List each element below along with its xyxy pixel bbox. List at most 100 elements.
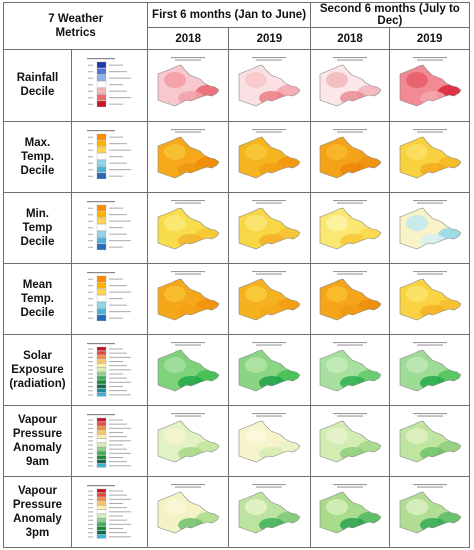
map-region-shade (326, 143, 349, 160)
map-caption-line (333, 483, 368, 486)
map-caption-line (337, 344, 364, 346)
metrics-header-label: 7 Weather Metrics (48, 13, 104, 40)
legend-text-line (108, 461, 127, 463)
legend-tick-line (87, 91, 93, 93)
legend-swatch (96, 517, 106, 522)
legend-tick-line (87, 532, 93, 534)
map-region-shade (259, 304, 286, 319)
map-region-shade (164, 72, 187, 89)
legend-text-line (108, 431, 123, 433)
legend-text-line (108, 381, 131, 383)
year-header: 2019 (228, 27, 311, 51)
map-cell (147, 120, 230, 193)
map-region-shade (178, 91, 205, 106)
map-caption-line (252, 341, 287, 343)
legend-tick-line (87, 503, 93, 505)
metric-label: Rainfall Decile (3, 49, 72, 122)
metric-row: Min. Temp Decile (3, 191, 470, 264)
legend-text-line (108, 465, 131, 467)
legend-swatch (96, 88, 106, 95)
legend-swatch (96, 501, 106, 506)
legend-tick-line (87, 207, 93, 209)
map-region-shade (259, 517, 286, 532)
map-caption-line (171, 199, 206, 201)
legend-swatch (96, 308, 106, 315)
legend-text-line (108, 377, 127, 379)
year-header: 2019 (389, 27, 470, 51)
legend-caption-line (86, 413, 115, 416)
map-outline (157, 65, 220, 107)
legend-tick-line (87, 97, 93, 99)
map-caption-line (171, 128, 206, 130)
legend-swatch-panel (86, 58, 131, 108)
map-caption-line (256, 344, 283, 346)
map-cell (309, 333, 391, 406)
legend-tick-line (87, 523, 93, 525)
map-region-shade (178, 233, 205, 248)
legend-text-line (108, 168, 131, 170)
victoria-map (157, 341, 220, 392)
legend-text-line (108, 369, 131, 371)
victoria-map (319, 341, 382, 392)
legend-text-line (108, 373, 123, 375)
map-outline (319, 278, 382, 321)
map-region-shade (259, 375, 286, 390)
legend-swatch (96, 426, 106, 430)
legend-swatch (96, 442, 106, 447)
victoria-map (319, 412, 382, 463)
map-region-shade (178, 304, 205, 319)
map-caption-line (171, 270, 206, 272)
victoria-map (239, 483, 301, 534)
legend-swatch (96, 421, 106, 426)
map-cell (309, 404, 391, 477)
legend-tick-line (87, 498, 93, 500)
map-region-shade (245, 214, 268, 231)
metrics-header: 7 Weather Metrics (2, 1, 149, 51)
map-outline (239, 278, 301, 321)
map-region-shade (326, 214, 349, 231)
legend-text-line (108, 511, 131, 513)
map-caption-line (412, 57, 447, 59)
legend-text-line (108, 97, 131, 99)
map-region-shade (340, 375, 367, 390)
map-region-shade (245, 143, 268, 160)
map-outline (319, 420, 382, 463)
legend-swatch (96, 346, 106, 351)
legend-swatch (96, 534, 106, 539)
victoria-map (399, 412, 462, 463)
map-outline (319, 136, 382, 178)
legend-swatch (96, 230, 106, 237)
legend-tick-line (87, 360, 93, 362)
legend-text-line (108, 142, 127, 144)
map-region-shade (326, 285, 349, 302)
legend-tick-line (87, 456, 93, 458)
legend-tick-line (87, 419, 93, 421)
legend-swatch (96, 288, 106, 295)
legend-tick-line (87, 317, 93, 319)
map-region-shade (245, 498, 268, 515)
map-caption-line (337, 273, 364, 275)
legend-tick-line (87, 494, 93, 496)
map-region-shade (405, 72, 428, 89)
metric-label: Max. Temp. Decile (3, 120, 72, 193)
map-region-shade (405, 427, 428, 444)
metric-label: Vapour Pressure Anomaly 3pm (3, 475, 72, 549)
map-caption-line (252, 128, 287, 130)
map-outline (319, 491, 382, 534)
legend-tick-line (87, 136, 93, 138)
legend-swatch (96, 371, 106, 376)
legend-text-line (108, 246, 123, 248)
map-caption-line (252, 483, 287, 486)
legend-tick-line (87, 78, 93, 80)
victoria-map (239, 412, 301, 463)
legend-text-line (108, 155, 123, 157)
map-caption-line (337, 415, 364, 417)
legend-text-line (108, 456, 123, 458)
victoria-map (157, 412, 220, 463)
legend-tick-line (87, 175, 93, 177)
legend-tick-line (87, 246, 93, 248)
map-cell (309, 475, 391, 549)
legend-text-line (108, 348, 123, 350)
victoria-map (239, 128, 301, 178)
